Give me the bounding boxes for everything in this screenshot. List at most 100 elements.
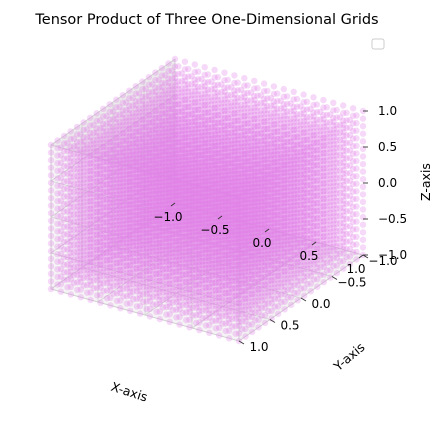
chart-title: Tensor Product of Three One-Dimensional … [34, 12, 378, 28]
scatter-point [176, 313, 183, 321]
scatter-point [106, 245, 113, 252]
scatter-point [248, 290, 255, 297]
scatter-point [100, 211, 107, 219]
scatter-point [156, 240, 163, 247]
scatter-point [80, 164, 87, 171]
scatter-point [87, 243, 94, 250]
scatter-point [165, 242, 173, 249]
scatter-point [166, 299, 173, 306]
scatter-point [117, 289, 124, 297]
scatter-point [119, 107, 127, 114]
scatter-point [97, 261, 104, 268]
scatter-point [77, 203, 84, 210]
scatter-point [152, 270, 160, 277]
scatter-point [77, 195, 84, 202]
scatter-point [47, 278, 55, 285]
scatter-point [277, 279, 285, 287]
scatter-point [153, 308, 160, 315]
scatter-point [60, 208, 68, 215]
scatter-point [166, 273, 173, 280]
scatter-point [235, 318, 242, 326]
scatter-point [119, 198, 127, 205]
scatter-point [248, 271, 255, 278]
scatter-point [54, 213, 61, 220]
scatter-point [97, 223, 104, 231]
scatter-point [117, 305, 124, 312]
grid-line-x-floor [191, 241, 317, 329]
scatter-point [67, 211, 74, 218]
scatter-point [156, 315, 163, 323]
scatter-point [80, 282, 88, 289]
scatter-point [54, 144, 61, 152]
scatter-point [83, 270, 91, 277]
scatter-point [54, 175, 61, 182]
scatter-point [176, 177, 183, 184]
scatter-point [208, 279, 216, 287]
scatter-point [87, 175, 94, 182]
scatter-point [57, 205, 65, 212]
scatter-point [93, 201, 100, 208]
scatter-point [60, 193, 68, 200]
scatter-point [202, 265, 209, 272]
scatter-point [106, 154, 113, 161]
scatter-point [176, 207, 183, 215]
scatter-point [113, 149, 120, 156]
scatter-point [67, 291, 75, 298]
scatter-point [199, 315, 206, 322]
scatter-point [126, 133, 133, 140]
scatter-point [97, 269, 104, 276]
scatter-point [176, 306, 183, 313]
scatter-point [113, 217, 120, 225]
scatter-point [93, 148, 100, 155]
scatter-point [54, 228, 61, 235]
scatter-point [100, 249, 107, 256]
scatter-point [100, 128, 107, 135]
scatter-point [126, 170, 133, 178]
scatter-point [136, 174, 144, 181]
scatter-point [87, 114, 94, 122]
scatter-point [60, 231, 68, 238]
scatter-point [80, 255, 87, 262]
scatter-point [73, 161, 81, 168]
scatter-point [136, 219, 144, 226]
grid-line-z-left [50, 94, 176, 182]
scatter-point [146, 169, 154, 176]
scatter-point [93, 185, 100, 193]
scatter-point [119, 183, 127, 190]
scatter-point [258, 312, 265, 319]
scatter-point [87, 277, 94, 285]
scatter-point [77, 278, 84, 286]
scatter-point [136, 227, 144, 234]
scatter-point [60, 170, 68, 177]
scatter-point [73, 229, 81, 237]
scatter-point [258, 293, 265, 300]
scatter-point [212, 306, 219, 313]
scatter-point [60, 155, 68, 162]
scatter-point [127, 269, 134, 277]
scatter-point [113, 202, 120, 209]
scatter-point [107, 158, 114, 165]
grid-line-z-back [50, 180, 240, 234]
scatter-point [175, 264, 183, 271]
scatter-point [127, 307, 134, 315]
scatter-point [166, 227, 173, 235]
scatter-point [60, 216, 68, 223]
scatter-point [146, 237, 154, 244]
scatter-point [156, 270, 163, 277]
scatter-point [159, 285, 166, 292]
scatter-point [97, 185, 104, 193]
scatter-point [261, 300, 269, 307]
scatter-point [60, 223, 68, 231]
scatter-point [117, 183, 124, 191]
scatter-point [166, 318, 173, 325]
scatter-point [67, 223, 75, 230]
scatter-point [146, 313, 154, 320]
scatter-point [67, 253, 75, 260]
scatter-point [117, 274, 124, 281]
scatter-point [185, 286, 193, 293]
scatter-point [117, 214, 124, 221]
scatter-point [281, 287, 288, 294]
scatter-point [241, 276, 249, 283]
scatter-point [80, 134, 87, 141]
scatter-point [47, 141, 55, 149]
